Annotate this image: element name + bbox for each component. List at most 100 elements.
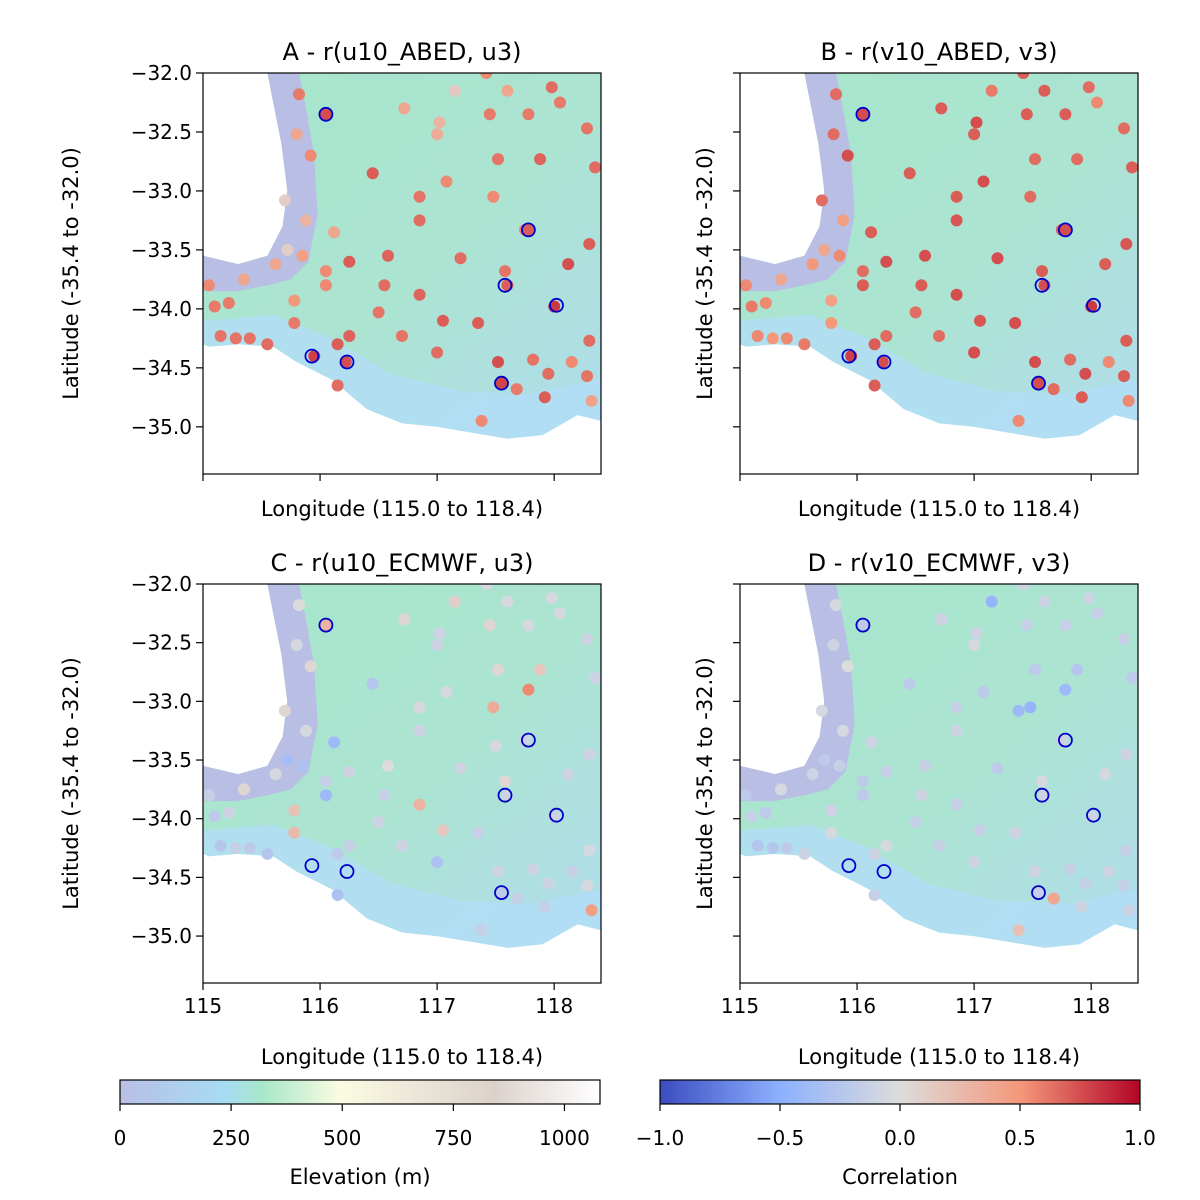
- y-tick-label: −35.0: [131, 415, 192, 439]
- station-point: [915, 279, 928, 292]
- elevation-map: [203, 73, 601, 474]
- station-point: [1020, 108, 1033, 121]
- x-tick-label: 116: [838, 994, 876, 1018]
- panel-d: D - r(v10_ECMWF, v3) 115 116 117 118 Longitud…: [693, 549, 1139, 1069]
- station-point: [278, 704, 291, 717]
- station-point: [1126, 161, 1138, 174]
- correlation-colorbar: −1.0 −0.5 0.0 0.5 1.0 Correlation: [636, 1079, 1156, 1189]
- station-point: [830, 599, 842, 612]
- station-point: [1012, 924, 1025, 937]
- station-point: [868, 379, 881, 392]
- station-point: [343, 330, 356, 342]
- station-point: [740, 279, 752, 292]
- station-point: [974, 314, 986, 327]
- station-point: [1071, 663, 1084, 676]
- elevation-colorbar-bar: [119, 1079, 601, 1105]
- correlation-colorbar-label: Correlation: [842, 1165, 958, 1189]
- station-point: [413, 190, 426, 203]
- station-point: [319, 265, 332, 278]
- station-point: [331, 338, 344, 351]
- station-point: [288, 804, 301, 817]
- colorbar-tick-label: 250: [212, 1126, 250, 1150]
- station-point: [1012, 414, 1025, 427]
- station-point: [495, 886, 508, 899]
- station-point: [296, 759, 309, 772]
- station-point: [208, 300, 221, 313]
- station-point: [431, 346, 444, 359]
- station-point: [933, 839, 945, 852]
- station-point: [522, 223, 535, 236]
- station-point: [1059, 108, 1072, 121]
- highlighted-station-marker: [876, 864, 892, 879]
- station-point: [454, 252, 467, 265]
- station-point: [238, 783, 250, 796]
- x-axis-label: Longitude (115.0 to 118.4): [798, 497, 1080, 521]
- station-point: [880, 765, 893, 778]
- station-point: [288, 294, 301, 307]
- station-point: [880, 839, 893, 852]
- highlighted-station-marker: [521, 222, 536, 238]
- station-point: [261, 847, 274, 860]
- station-point: [203, 789, 215, 802]
- station-point: [1079, 367, 1092, 380]
- station-point: [806, 768, 819, 781]
- station-point: [331, 847, 344, 860]
- station-point: [1118, 122, 1130, 135]
- station-point: [798, 847, 811, 860]
- highlighted-station-marker: [494, 885, 509, 900]
- station-point: [281, 754, 294, 766]
- station-point: [472, 826, 485, 839]
- station-point: [1120, 844, 1133, 857]
- station-point: [1036, 265, 1048, 278]
- panel-title: C - r(u10_ECMWF, u3): [271, 549, 534, 577]
- y-tick-label: −34.0: [131, 297, 192, 321]
- station-point: [818, 754, 831, 766]
- station-point: [437, 314, 449, 327]
- station-point: [1118, 879, 1130, 892]
- station-point: [300, 724, 312, 737]
- station-point: [208, 810, 221, 823]
- elevation-map: [740, 584, 1138, 983]
- station-point: [398, 613, 411, 626]
- station-point: [970, 627, 983, 640]
- station-point: [510, 383, 523, 396]
- station-point: [296, 249, 309, 262]
- colorbar-tick-label: 750: [434, 1126, 472, 1150]
- station-point: [1020, 619, 1033, 632]
- station-point: [935, 102, 948, 115]
- station-point: [751, 330, 764, 342]
- station-point: [950, 724, 963, 737]
- station-point: [542, 367, 555, 380]
- station-point: [1064, 353, 1077, 366]
- station-point: [499, 265, 511, 278]
- station-point: [1099, 768, 1112, 781]
- coastal-plain: [203, 73, 318, 292]
- station-point: [545, 81, 558, 94]
- station-point: [1024, 701, 1037, 714]
- panel-title: A - r(u10_ABED, u3): [283, 38, 522, 66]
- y-tick-label: −32.5: [131, 120, 192, 144]
- x-tick-label: 116: [301, 994, 339, 1018]
- station-point: [780, 842, 793, 854]
- station-point: [766, 842, 779, 854]
- station-point: [583, 844, 596, 857]
- station-point: [527, 863, 540, 876]
- station-point: [1038, 84, 1051, 97]
- station-point: [366, 167, 379, 180]
- station-point: [243, 332, 256, 345]
- station-point: [522, 619, 535, 632]
- highlighted-station-marker: [876, 354, 892, 370]
- station-point: [968, 639, 981, 651]
- station-point: [269, 258, 282, 271]
- highlighted-station-marker: [304, 858, 320, 873]
- station-point: [413, 701, 426, 714]
- elevation-colorbar-label: Elevation (m): [289, 1165, 430, 1189]
- station-point: [583, 238, 596, 250]
- highlighted-station-marker: [1086, 297, 1101, 313]
- station-point: [1071, 153, 1084, 166]
- station-point: [480, 584, 493, 590]
- station-point: [472, 317, 485, 329]
- station-point: [1099, 258, 1112, 271]
- station-point: [1075, 391, 1088, 404]
